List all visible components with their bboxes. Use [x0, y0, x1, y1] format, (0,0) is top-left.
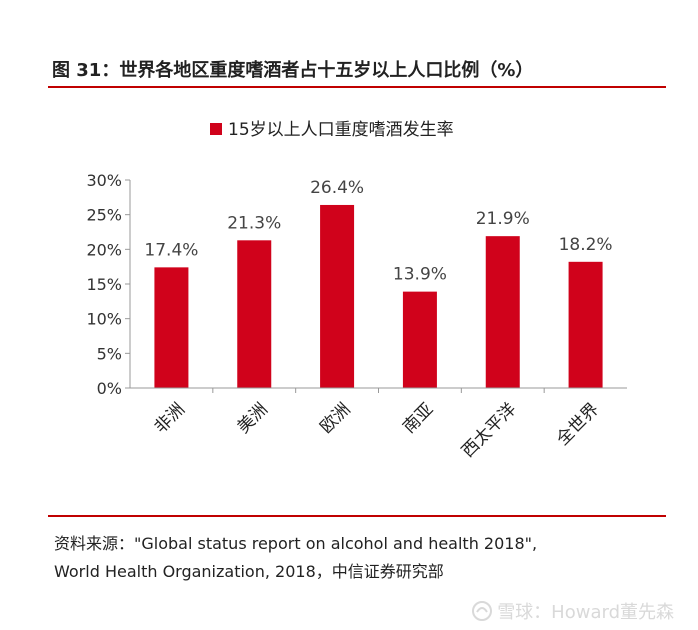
legend-swatch	[210, 123, 222, 135]
source-line-2: World Health Organization, 2018，中信证券研究部	[54, 562, 444, 581]
bar	[154, 267, 189, 388]
data-label: 13.9%	[393, 265, 447, 285]
bar	[568, 261, 603, 388]
y-tick-label: 15%	[86, 275, 122, 294]
y-tick-label: 5%	[97, 344, 122, 363]
data-label: 26.4%	[310, 178, 364, 198]
figure-title: 图 31：世界各地区重度嗜酒者占十五岁以上人口比例（%）	[52, 60, 534, 81]
data-label: 18.2%	[559, 235, 613, 255]
y-tick-label: 10%	[86, 310, 122, 329]
x-tick-label: 欧洲	[316, 399, 354, 437]
y-tick-label: 20%	[86, 240, 122, 259]
watermark-text: 雪球：Howard董先森	[497, 602, 674, 623]
bar-chart: 15岁以上人口重度嗜酒发生率 0% 5% 10% 15% 20% 25% 30% 17.4%…	[86, 120, 627, 462]
x-tick-label: 全世界	[553, 399, 603, 449]
bar	[402, 291, 437, 388]
data-label: 21.9%	[476, 209, 530, 229]
y-tick-label: 25%	[86, 206, 122, 225]
legend-label: 15岁以上人口重度嗜酒发生率	[228, 120, 454, 140]
bar	[237, 240, 272, 388]
x-tick-label: 南亚	[399, 399, 437, 437]
source-line-1: 资料来源："Global status report on alcohol an…	[54, 534, 538, 553]
y-tick-label: 0%	[97, 379, 122, 398]
x-axis: 非洲 美洲 欧洲 南亚 西太平洋 全世界	[130, 387, 627, 462]
bar	[485, 236, 520, 388]
source-divider	[48, 515, 666, 517]
y-tick-label: 30%	[86, 171, 122, 190]
x-tick-label: 西太平洋	[458, 399, 520, 461]
snowball-icon	[472, 601, 493, 621]
data-label: 17.4%	[144, 240, 198, 260]
bar	[320, 204, 355, 388]
x-tick-label: 美洲	[234, 399, 272, 437]
data-label: 21.3%	[227, 213, 281, 233]
legend: 15岁以上人口重度嗜酒发生率	[210, 120, 454, 140]
watermark: 雪球：Howard董先森	[471, 598, 674, 624]
x-tick-label: 非洲	[151, 399, 189, 437]
y-axis: 0% 5% 10% 15% 20% 25% 30%	[86, 171, 131, 398]
title-divider	[48, 86, 666, 88]
source-note: 资料来源："Global status report on alcohol an…	[54, 530, 537, 586]
bars: 17.4% 21.3% 26.4% 13.9% 21.9% 18.2%	[144, 178, 613, 388]
